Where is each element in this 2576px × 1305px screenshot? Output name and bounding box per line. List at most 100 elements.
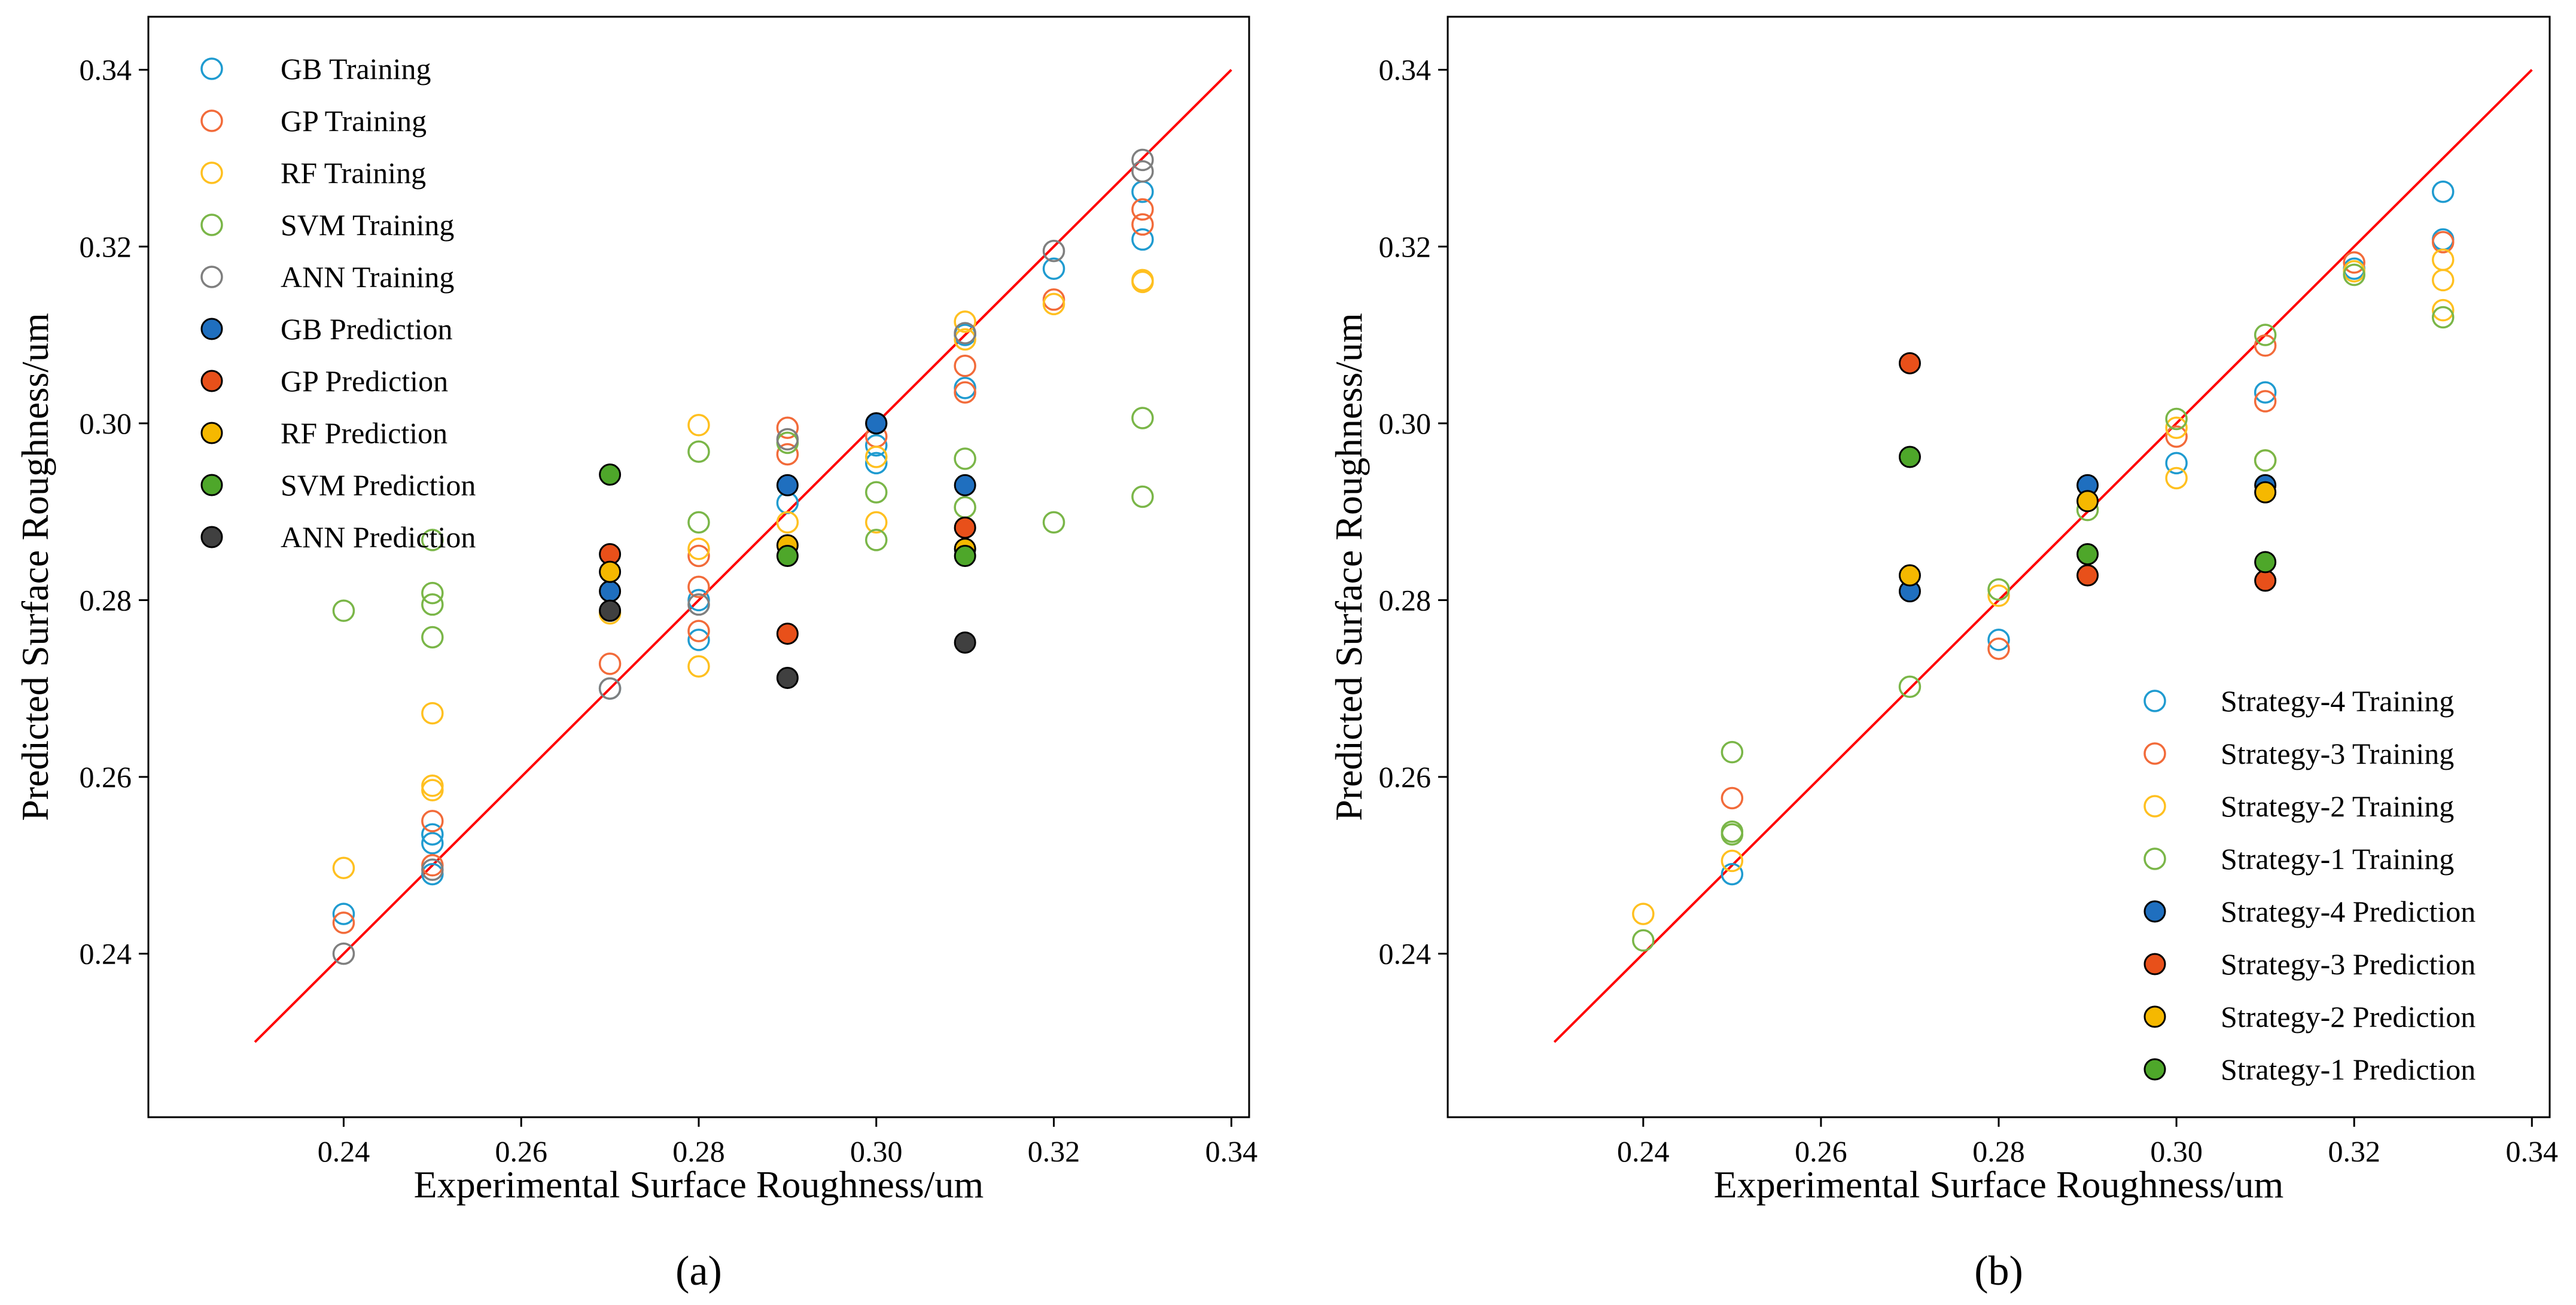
data-point <box>2431 180 2455 203</box>
data-point <box>1898 564 1921 587</box>
y-axis-label: Predicted Surface Roughness/um <box>14 313 56 821</box>
data-point <box>776 428 799 451</box>
data-point <box>776 474 799 496</box>
data-point <box>1042 288 1065 311</box>
data-point <box>1131 269 1154 292</box>
legend-marker <box>2143 742 2166 765</box>
y-tick-label: 0.32 <box>80 230 132 263</box>
data-point <box>2254 390 2277 413</box>
legend-marker <box>2143 900 2166 923</box>
data-point <box>332 942 355 965</box>
data-point <box>2076 543 2099 566</box>
data-point <box>598 677 622 700</box>
data-point <box>332 911 355 934</box>
y-tick-label: 0.28 <box>1379 583 1432 617</box>
data-point <box>599 580 622 603</box>
series-gp-prediction <box>599 516 976 645</box>
data-point <box>332 856 355 879</box>
data-point <box>687 655 710 678</box>
legend-marker <box>200 318 223 340</box>
chart-panel-2: 0.24 0.26 0.28 0.30 0.32 0.34 0.24 0.26 0.28 0.30… <box>1327 16 2558 1294</box>
data-point <box>1042 292 1065 316</box>
data-point <box>865 511 888 534</box>
legend: GB Training GP Training RF Training SVM Tra… <box>200 52 476 554</box>
legend-marker <box>2143 953 2166 975</box>
data-point <box>954 474 976 496</box>
x-tick-label: 0.30 <box>850 1135 903 1168</box>
legend-marker <box>200 526 223 548</box>
chart-panel-1: 0.24 0.26 0.28 0.30 0.32 0.34 0.24 0.26 0.28 0.30… <box>14 16 1257 1294</box>
data-point <box>1721 862 1744 886</box>
data-point <box>865 452 888 475</box>
data-point <box>2254 449 2277 472</box>
data-point <box>2254 569 2277 592</box>
data-point <box>1987 637 2010 660</box>
legend-entry: SVM Training <box>281 208 454 242</box>
series-gb-prediction <box>599 412 976 603</box>
data-point <box>1131 270 1154 294</box>
data-point <box>421 862 444 886</box>
legend-entry: GP Prediction <box>281 364 448 398</box>
data-point <box>2431 306 2455 329</box>
data-point <box>776 416 799 439</box>
data-point <box>954 631 976 654</box>
data-point <box>421 702 444 725</box>
data-point <box>954 545 976 568</box>
data-point <box>687 629 710 651</box>
data-point <box>421 593 444 616</box>
legend-entry: Strategy-3 Training <box>2221 737 2454 770</box>
series-strategy-2-prediction <box>1898 481 2277 587</box>
y-tick-label: 0.34 <box>80 53 132 87</box>
series-svm-prediction <box>599 464 976 568</box>
legend-marker <box>200 370 223 392</box>
data-point <box>954 516 976 539</box>
legend-marker <box>200 266 223 288</box>
data-point <box>599 560 622 583</box>
legend-entry: Strategy-1 Prediction <box>2221 1053 2475 1086</box>
y-tick-label: 0.30 <box>80 407 132 440</box>
legend-entry: Strategy-4 Training <box>2221 684 2454 718</box>
x-tick-label: 0.24 <box>318 1135 370 1168</box>
data-point <box>1131 485 1154 508</box>
data-point <box>421 529 444 551</box>
data-point <box>954 376 976 400</box>
data-point <box>687 575 710 599</box>
data-point <box>2254 324 2277 346</box>
series-ann-prediction <box>599 599 976 689</box>
data-point <box>1987 629 2010 651</box>
data-point <box>1131 407 1154 429</box>
legend-entry: SVM Prediction <box>281 468 476 502</box>
data-point <box>1632 902 1655 925</box>
series-gp-training <box>332 198 1154 934</box>
data-point <box>1131 148 1154 172</box>
y-tick-label: 0.34 <box>1379 53 1432 87</box>
legend-marker <box>200 422 223 444</box>
data-point <box>2165 416 2188 439</box>
x-tick-label: 0.28 <box>672 1135 725 1168</box>
data-point <box>1898 446 1921 468</box>
data-point <box>865 434 888 457</box>
data-point <box>1898 675 1922 699</box>
data-point <box>1987 584 2010 607</box>
legend-marker <box>200 474 223 496</box>
legend-entry: Strategy-1 Training <box>2221 842 2454 876</box>
data-point <box>865 529 888 551</box>
data-point <box>1131 198 1154 221</box>
data-point <box>2431 269 2455 292</box>
data-point <box>1042 511 1065 534</box>
data-point <box>421 832 444 855</box>
x-tick-label: 0.26 <box>1795 1135 1847 1168</box>
x-axis-label: Experimental Surface Roughness/um <box>414 1163 984 1206</box>
data-point <box>2254 551 2277 574</box>
panel-label: (b) <box>1974 1248 2023 1294</box>
y-tick-label: 0.26 <box>80 760 132 794</box>
data-point <box>2076 564 2099 587</box>
legend-marker <box>2143 690 2166 712</box>
legend-marker <box>200 57 223 80</box>
data-point <box>954 310 976 333</box>
data-point <box>332 902 355 925</box>
data-point <box>687 620 710 642</box>
data-point <box>954 355 976 377</box>
data-point <box>687 537 710 560</box>
data-point <box>421 581 444 605</box>
